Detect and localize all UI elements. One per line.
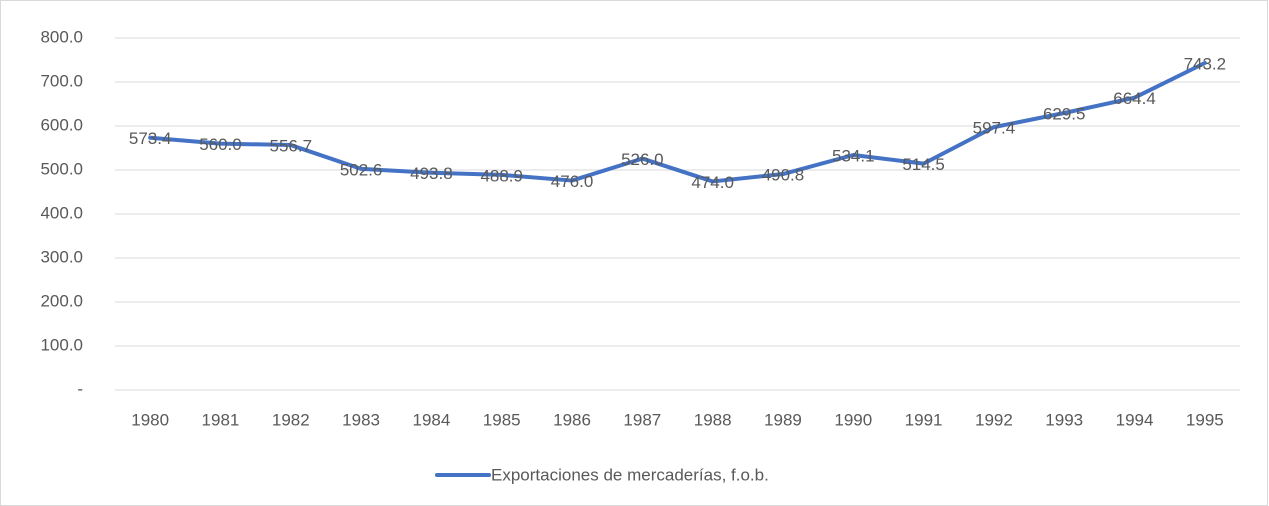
- y-tick-label: 500.0: [40, 159, 83, 178]
- data-label: 476.0: [551, 172, 594, 191]
- x-tick-label: 1989: [764, 410, 802, 429]
- x-tick-label: 1986: [553, 410, 591, 429]
- y-tick-label: 600.0: [40, 115, 83, 134]
- x-tick-label: 1994: [1116, 410, 1154, 429]
- x-tick-label: 1982: [272, 410, 310, 429]
- data-label: 573.4: [129, 129, 172, 148]
- x-tick-label: 1988: [694, 410, 732, 429]
- x-tick-label: 1983: [342, 410, 380, 429]
- data-label: 526.0: [621, 150, 664, 169]
- y-tick-label: 400.0: [40, 203, 83, 222]
- y-tick-label: 800.0: [40, 27, 83, 46]
- data-label: 534.1: [832, 146, 875, 165]
- x-tick-label: 1980: [131, 410, 169, 429]
- data-label: 664.4: [1113, 89, 1156, 108]
- data-label: 629.5: [1043, 105, 1086, 124]
- x-tick-label: 1995: [1186, 410, 1224, 429]
- data-label: 556.7: [270, 137, 313, 156]
- x-tick-label: 1992: [975, 410, 1013, 429]
- x-tick-label: 1990: [834, 410, 872, 429]
- x-tick-label: 1981: [202, 410, 240, 429]
- data-label: 514.5: [902, 155, 945, 174]
- x-tick-label: 1987: [623, 410, 661, 429]
- data-label: 560.0: [199, 135, 242, 154]
- y-tick-label: 300.0: [40, 247, 83, 266]
- x-tick-label: 1984: [412, 410, 450, 429]
- data-label: 490.8: [762, 166, 805, 185]
- data-line: [148, 60, 1207, 184]
- y-tick-label: 200.0: [40, 291, 83, 310]
- data-label: 743.2: [1184, 54, 1227, 73]
- y-tick-label: 700.0: [40, 71, 83, 90]
- y-tick-label: 100.0: [40, 335, 83, 354]
- x-tick-label: 1993: [1045, 410, 1083, 429]
- data-label: 488.9: [480, 166, 523, 185]
- legend-label: Exportaciones de mercaderías, f.o.b.: [491, 465, 769, 484]
- x-tick-label: 1985: [483, 410, 521, 429]
- data-label: 493.8: [410, 164, 453, 183]
- y-tick-label: -: [77, 379, 83, 398]
- data-label: 597.4: [973, 119, 1016, 138]
- data-label: 474.0: [691, 173, 734, 192]
- data-label: 502.6: [340, 160, 383, 179]
- x-tick-label: 1991: [905, 410, 943, 429]
